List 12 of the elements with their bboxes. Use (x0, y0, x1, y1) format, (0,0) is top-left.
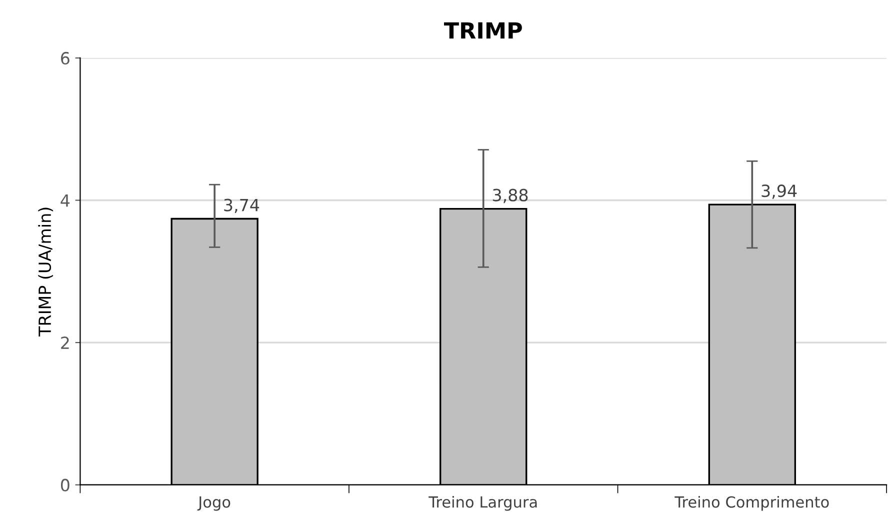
chart-title: TRIMP (444, 22, 522, 39)
y-axis-title: TRIMP (UA/min) (38, 208, 54, 336)
data-label: 3,88 (492, 188, 528, 204)
x-tick-label: Treino Comprimento (674, 496, 829, 511)
y-tick-label: 0 (60, 478, 70, 492)
x-tick-label: Treino Largura (428, 496, 537, 511)
data-label: 3,74 (224, 198, 260, 214)
y-tick-label: 2 (61, 336, 69, 349)
y-tick-label: 4 (60, 194, 70, 207)
y-tick-label: 6 (61, 52, 70, 65)
data-label: 3,94 (762, 184, 797, 199)
x-tick-label: Jogo (197, 496, 230, 511)
